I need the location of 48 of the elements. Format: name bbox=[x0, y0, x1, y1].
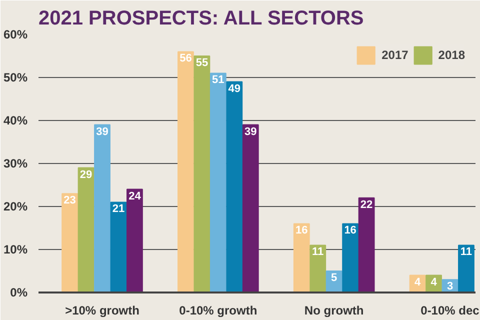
bar bbox=[226, 81, 243, 292]
x-tick-label: >10% growth bbox=[65, 304, 140, 318]
x-tick-label: 0-10% growth bbox=[179, 304, 258, 318]
y-tick-label: 40% bbox=[3, 114, 28, 128]
data-label: 49 bbox=[228, 82, 241, 95]
chart-title: 2021 PROSPECTS: ALL SECTORS bbox=[38, 8, 364, 30]
bar bbox=[194, 56, 210, 292]
bar bbox=[78, 167, 94, 292]
legend-label: 2018 bbox=[438, 48, 465, 62]
y-tick-label: 60% bbox=[3, 28, 28, 42]
data-label: 55 bbox=[196, 57, 208, 69]
data-label: 4 bbox=[430, 276, 438, 288]
data-label: 56 bbox=[180, 52, 192, 65]
y-tick-label: 30% bbox=[3, 156, 28, 170]
data-label: 39 bbox=[244, 126, 257, 138]
data-label: 4 bbox=[414, 276, 422, 288]
bar bbox=[126, 188, 143, 292]
bar bbox=[178, 51, 194, 292]
data-label: 16 bbox=[296, 224, 308, 237]
y-tick-label: 0% bbox=[10, 286, 28, 300]
bar bbox=[242, 124, 259, 292]
data-label: 23 bbox=[64, 194, 76, 207]
data-label: 24 bbox=[128, 190, 142, 202]
data-label: 51 bbox=[212, 74, 224, 86]
bar bbox=[62, 193, 78, 292]
y-tick-label: 10% bbox=[3, 242, 28, 256]
y-tick-label: 50% bbox=[3, 70, 28, 84]
bar bbox=[358, 197, 375, 292]
data-label: 11 bbox=[312, 246, 324, 258]
data-label: 21 bbox=[112, 203, 125, 216]
bar bbox=[310, 244, 326, 292]
data-label: 22 bbox=[360, 198, 373, 211]
x-tick-label: No growth bbox=[304, 304, 364, 318]
data-label: 11 bbox=[460, 246, 472, 258]
data-label: 5 bbox=[331, 272, 338, 284]
data-label: 39 bbox=[96, 126, 108, 138]
bar bbox=[94, 124, 110, 292]
y-tick-label: 20% bbox=[3, 200, 28, 214]
legend-label: 2017 bbox=[382, 48, 408, 62]
data-label: 3 bbox=[446, 280, 454, 293]
bar bbox=[458, 244, 474, 292]
bar bbox=[110, 202, 127, 292]
bar bbox=[342, 223, 359, 292]
bar bbox=[293, 223, 310, 292]
data-label: 16 bbox=[344, 224, 356, 237]
x-tick-label: 0-10% dec bbox=[420, 304, 480, 318]
bar bbox=[210, 72, 226, 292]
data-label: 29 bbox=[80, 168, 92, 181]
